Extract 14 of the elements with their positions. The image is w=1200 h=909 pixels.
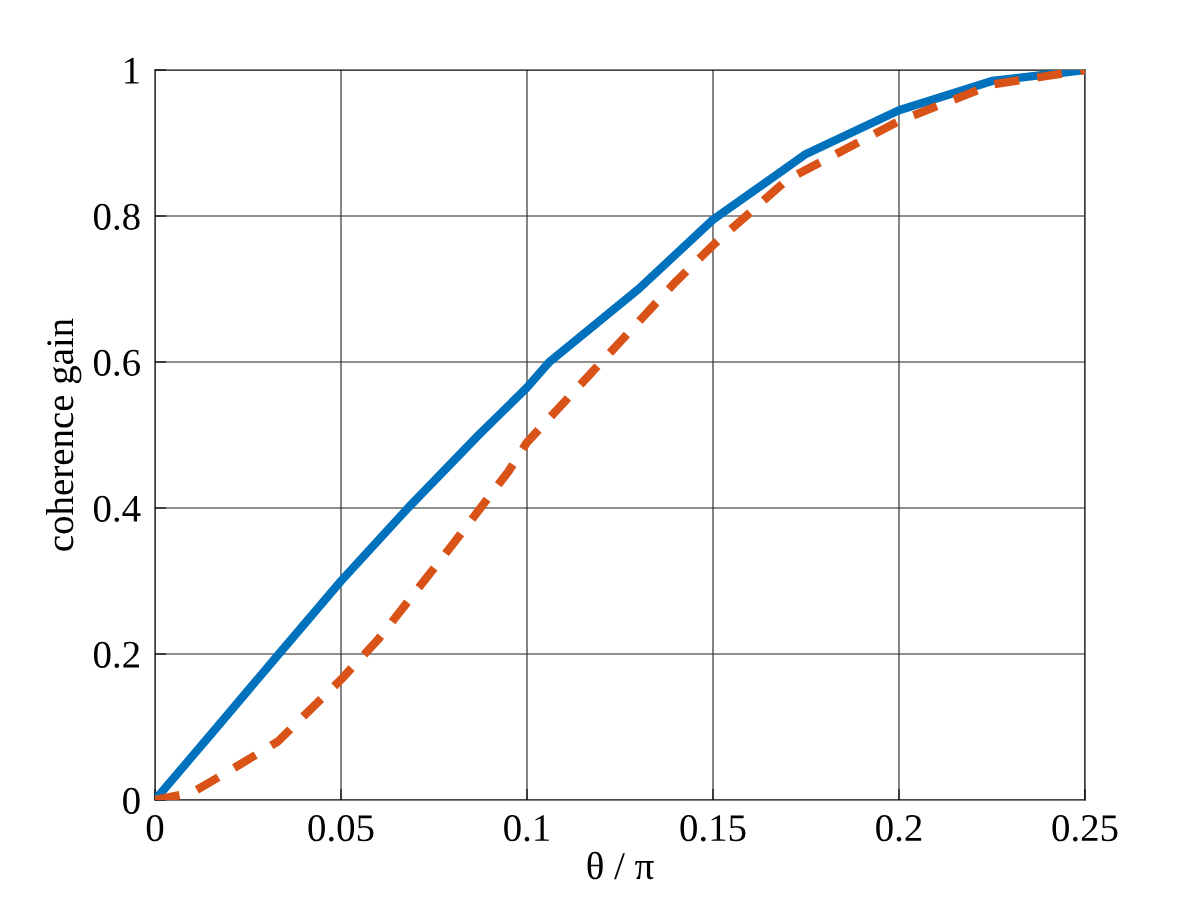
y-tick-label: 1: [125, 57, 139, 84]
x-tick-label: 0.15: [680, 815, 746, 842]
x-axis-title: θ / π: [587, 851, 654, 880]
y-tick-label: 0.2: [93, 641, 139, 669]
y-tick-label: 0.6: [93, 349, 140, 377]
y-tick-label: 0.8: [93, 203, 140, 231]
y-tick-label: 0: [123, 787, 140, 814]
x-tick-label: 0.1: [504, 815, 549, 842]
x-tick-label: 0.25: [1052, 815, 1118, 842]
x-tick-label: 0.2: [876, 815, 922, 842]
x-tick-label: 0.05: [308, 815, 374, 842]
x-tick-label: 0: [146, 815, 164, 842]
y-tick-label: 0.4: [93, 495, 141, 523]
y-axis-title: coherence gain: [46, 318, 82, 551]
